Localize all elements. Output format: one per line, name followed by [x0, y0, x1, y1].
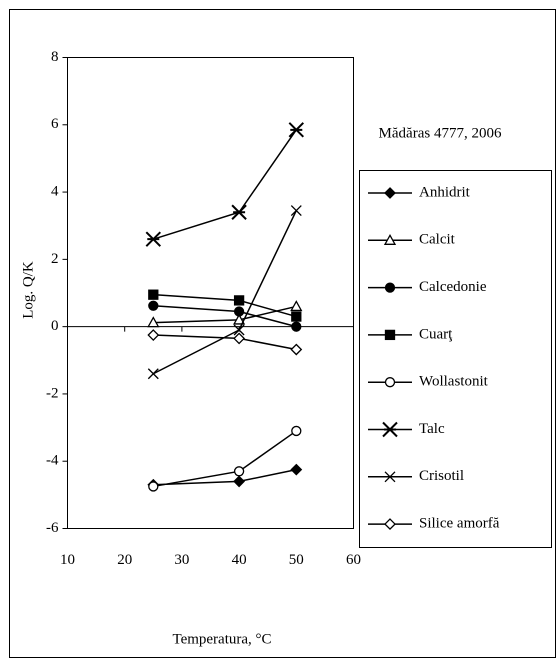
series-line — [153, 305, 297, 328]
legend-label: Talc — [419, 421, 445, 437]
x-tick-label: 10 — [60, 552, 75, 568]
legend-label: Wollastonit — [419, 374, 489, 390]
plot-area — [67, 57, 354, 529]
marker — [233, 295, 245, 306]
marker — [148, 300, 159, 311]
legend-marker — [384, 187, 396, 199]
legend-marker — [384, 518, 396, 531]
legend-label: Cuarţ — [419, 326, 453, 342]
x-tick-label: 50 — [289, 552, 304, 568]
marker — [148, 289, 159, 300]
marker — [233, 306, 245, 317]
marker — [233, 466, 245, 477]
y-tick-label: 4 — [51, 184, 59, 200]
marker — [233, 324, 245, 336]
y-tick-label: 8 — [51, 49, 59, 65]
marker — [145, 231, 162, 247]
legend-marker — [384, 329, 396, 341]
marker — [233, 332, 246, 345]
x-axis-label: Temperatura, °C — [172, 631, 271, 647]
y-tick-label: 2 — [51, 251, 59, 267]
marker — [147, 329, 160, 341]
marker — [147, 316, 160, 328]
marker — [148, 481, 159, 492]
x-tick-label: 30 — [174, 552, 189, 568]
y-tick-label: -2 — [46, 385, 59, 401]
legend-marker — [383, 233, 397, 245]
legend-label: Anhidrit — [419, 184, 471, 200]
legend-marker — [384, 377, 396, 388]
series-line — [153, 129, 297, 240]
y-tick-label: -4 — [46, 453, 59, 469]
series-line — [153, 430, 297, 488]
marker — [291, 311, 302, 322]
marker — [231, 204, 247, 220]
series-line — [153, 293, 297, 318]
marker — [232, 313, 246, 325]
marker — [288, 122, 305, 138]
marker — [290, 205, 302, 217]
series-line — [153, 334, 297, 351]
x-tick-label: 40 — [232, 552, 247, 568]
legend-label: Calcedonie — [419, 279, 487, 295]
y-tick-label: -6 — [46, 520, 59, 536]
x-tick-label: 60 — [346, 552, 361, 568]
chart-frame — [9, 9, 556, 658]
marker — [291, 425, 302, 437]
legend-marker — [384, 282, 396, 293]
marker — [290, 343, 303, 356]
marker — [290, 463, 303, 476]
marker — [291, 321, 302, 332]
legend-box — [359, 170, 552, 548]
series-line — [153, 305, 297, 324]
legend-label: Silice amorfă — [419, 516, 500, 532]
legend-marker — [384, 471, 396, 483]
series-line — [152, 210, 297, 375]
marker — [290, 300, 303, 312]
marker — [233, 475, 246, 488]
legend-marker — [382, 421, 398, 438]
y-tick-label: 6 — [51, 116, 59, 132]
y-tick-label: 0 — [51, 318, 59, 334]
x-tick-label: 20 — [117, 552, 132, 568]
legend-label: Crisotil — [419, 468, 464, 484]
annotation: Mădăras 4777, 2006 — [379, 125, 502, 141]
y-axis-label: Log. Q/K — [20, 261, 36, 319]
legend-label: Calcit — [419, 232, 456, 248]
marker — [147, 368, 159, 380]
